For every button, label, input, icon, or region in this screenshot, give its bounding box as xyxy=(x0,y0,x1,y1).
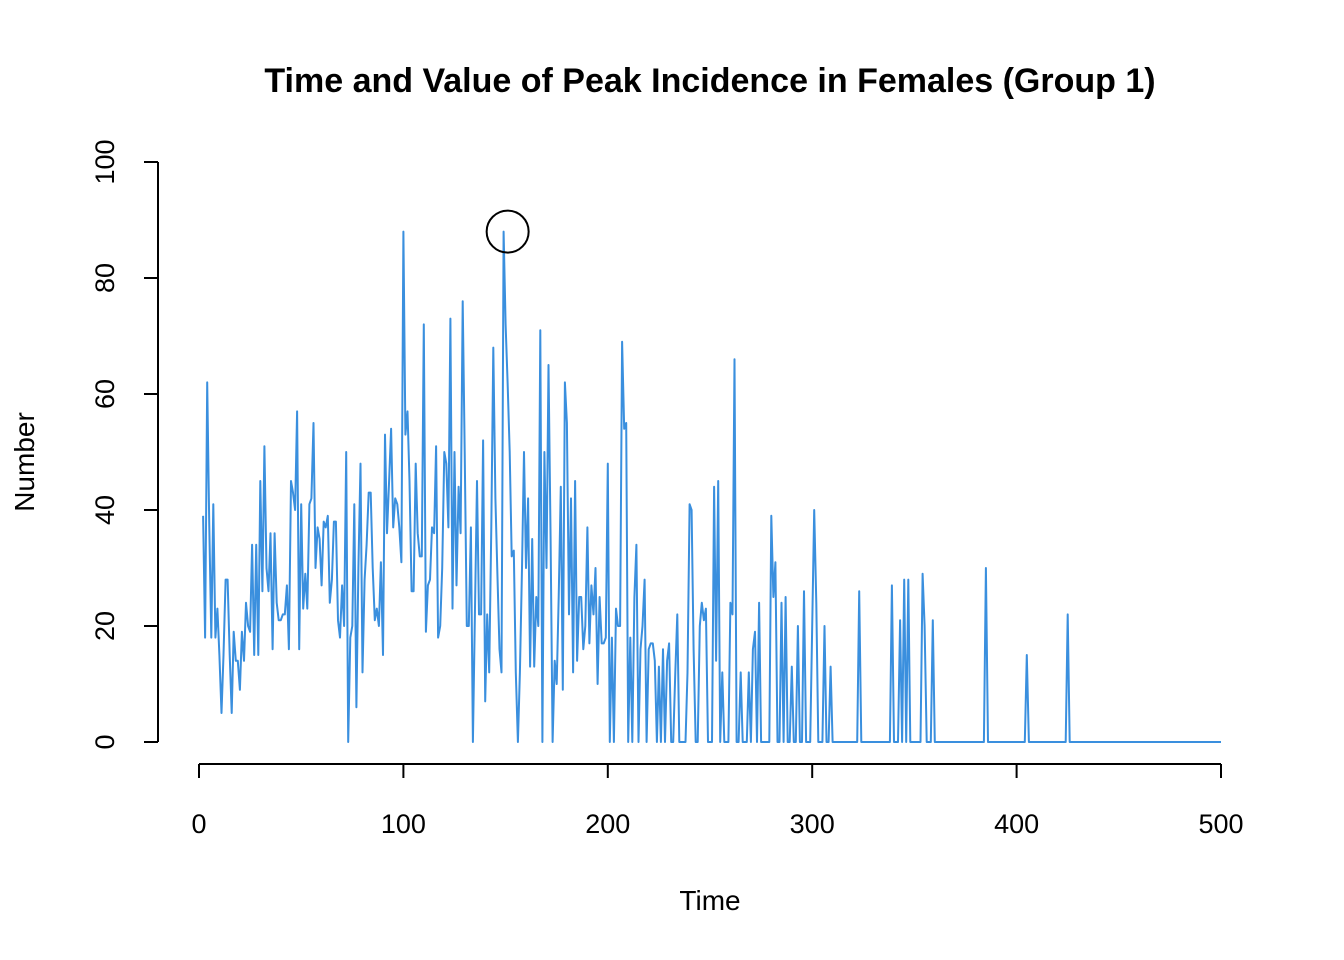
y-tick-label: 40 xyxy=(90,495,120,525)
x-axis-label: Time xyxy=(679,885,740,916)
x-tick-label: 200 xyxy=(585,809,630,839)
y-tick-label: 100 xyxy=(90,139,120,184)
series-layer xyxy=(202,209,1221,743)
x-tick-label: 400 xyxy=(994,809,1039,839)
y-tick-label: 0 xyxy=(90,734,120,749)
y-tick-label: 20 xyxy=(90,611,120,641)
chart-title: Time and Value of Peak Incidence in Fema… xyxy=(264,62,1155,100)
y-tick-label: 60 xyxy=(90,379,120,409)
x-tick-label: 100 xyxy=(381,809,426,839)
x-tick-label: 300 xyxy=(790,809,835,839)
y-tick-label: 80 xyxy=(90,263,120,293)
x-tick-label: 500 xyxy=(1198,809,1243,839)
peak-marker xyxy=(485,209,530,254)
x-tick-label: 0 xyxy=(191,809,206,839)
incidence-series-line xyxy=(202,230,1221,743)
y-axis-label: Number xyxy=(9,412,40,512)
axes: 0 100 200 300 400 500 0 20 40 60 80 100 xyxy=(90,139,1244,839)
